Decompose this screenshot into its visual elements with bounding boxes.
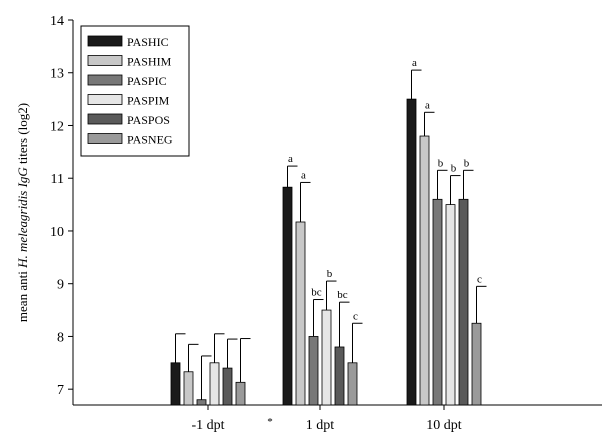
y-tick-label: 8 <box>57 330 64 345</box>
y-tick-label: 10 <box>50 225 64 240</box>
significance-label: c <box>353 310 358 322</box>
axes-layer: 7 8 9 10 11 12 13 14 -1 dpt 1 dpt 10 dpt * <box>50 14 602 433</box>
significance-label: b <box>451 163 457 175</box>
bar <box>209 362 220 406</box>
legend-swatch <box>87 94 123 105</box>
legend-label: PASNEG <box>127 133 173 147</box>
significance-label: bc <box>337 289 348 301</box>
y-axis-label-part: titers (log2) <box>15 103 30 167</box>
legend-label: PASPIC <box>127 74 167 88</box>
legend-swatch <box>87 74 123 86</box>
bar <box>183 371 194 406</box>
legend-swatch <box>87 113 123 125</box>
y-tick-label: 9 <box>57 278 64 293</box>
significance-label: a <box>412 57 417 69</box>
x-axis-marker: * <box>267 416 273 428</box>
bar <box>321 309 332 406</box>
bar <box>334 346 345 406</box>
y-axis-label-part: mean anti <box>15 268 30 322</box>
bar <box>432 198 443 406</box>
significance-label: b <box>438 157 444 169</box>
significance-label: b <box>327 268 333 280</box>
y-tick-label: 11 <box>51 172 64 187</box>
y-tick-label: 7 <box>57 383 64 398</box>
x-tick-label: 10 dpt <box>426 418 462 433</box>
y-axis-label: mean anti H. meleagridis IgG titers (log… <box>15 103 30 322</box>
y-tick-label: 13 <box>50 67 64 82</box>
legend-swatch <box>87 35 123 47</box>
bar <box>445 204 456 406</box>
significance-label: c <box>477 273 482 285</box>
legend-swatch <box>87 55 123 66</box>
bar <box>235 381 246 406</box>
legend-label: PASPIM <box>127 94 170 108</box>
significance-label: b <box>464 157 470 169</box>
legend-label: PASPOS <box>127 113 170 127</box>
legend-label: PASHIM <box>127 55 172 69</box>
significance-label: a <box>301 169 306 181</box>
significance-label: a <box>425 99 430 111</box>
bar <box>458 198 469 406</box>
bar <box>196 399 207 406</box>
significance-label: bc <box>311 287 322 299</box>
y-tick-label: 14 <box>50 14 64 29</box>
legend-label: PASHIC <box>127 35 169 49</box>
bar <box>419 135 430 406</box>
x-tick-label: 1 dpt <box>306 418 335 433</box>
bar <box>222 367 233 406</box>
legend-swatch <box>87 133 123 144</box>
x-tick-label: -1 dpt <box>191 418 224 433</box>
bar <box>308 336 319 406</box>
bar <box>406 98 417 406</box>
bar <box>347 362 358 406</box>
bar <box>282 186 293 406</box>
legend: PASHIC PASHIM PASPIC PASPIM PASPOS PASNEG <box>80 25 190 157</box>
bar <box>295 221 306 406</box>
y-axis-label-part: H. meleagridis IgG <box>15 167 30 269</box>
bar <box>170 362 181 406</box>
bar <box>471 322 482 406</box>
y-tick-label: 12 <box>50 119 64 134</box>
significance-label: a <box>288 153 293 165</box>
